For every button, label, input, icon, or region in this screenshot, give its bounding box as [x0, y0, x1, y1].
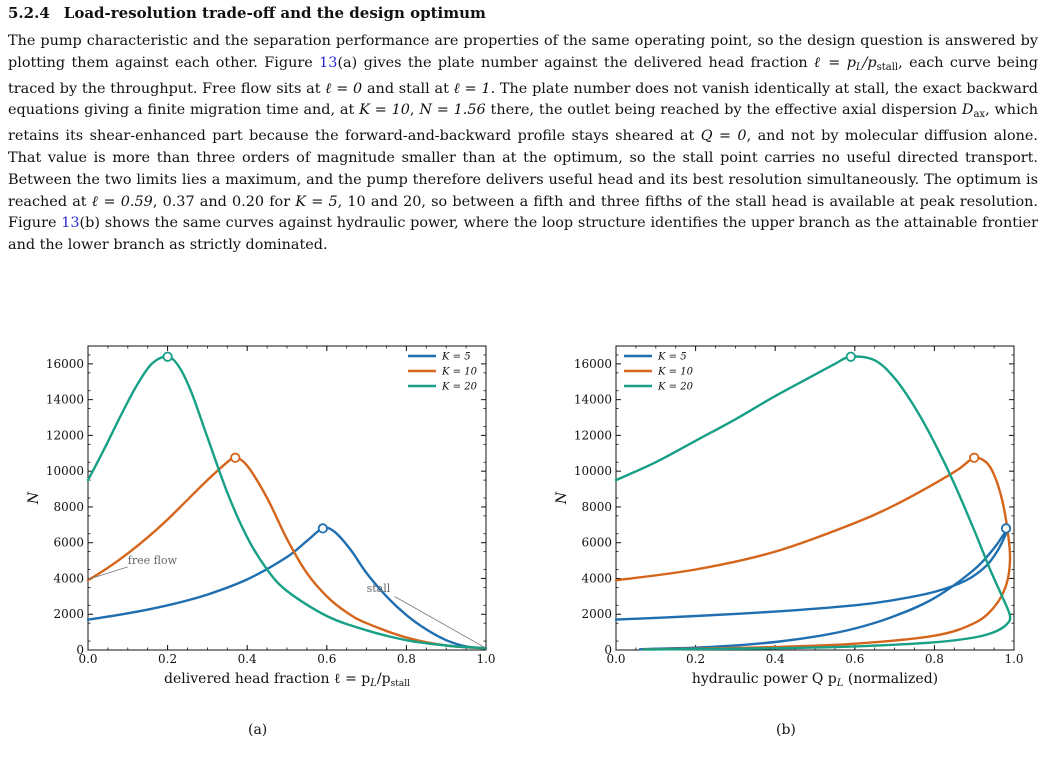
legend: K = 5 K = 10 K = 20	[624, 352, 694, 393]
math-dax: Dax	[961, 102, 986, 121]
x-tick-label: 0.4	[766, 652, 785, 666]
x-tick-label: 0.2	[158, 652, 177, 666]
free-flow-arrow	[87, 566, 128, 580]
x-tick-label: 0.0	[606, 652, 625, 666]
x-tick-label: 1.0	[476, 652, 495, 666]
section-heading: 5.2.4 Load-resolution trade-off and the d…	[8, 4, 486, 22]
legend-label: K = 10	[441, 367, 478, 378]
y-tick-label: 10000	[574, 464, 612, 478]
math-stall: ℓ = 1	[453, 80, 491, 97]
stall-annotation: stall	[367, 582, 391, 595]
series-line-k10	[86, 456, 488, 650]
math-k: K = 5	[295, 193, 338, 210]
math-opt: ℓ = 0.59	[91, 193, 153, 210]
x-tick-label: 1.0	[1004, 652, 1023, 666]
free-flow-annotation: free flow	[128, 554, 178, 567]
y-tick-label: 2000	[581, 607, 612, 621]
chart-a-svg: 0.0 0.2 0.4 0.6 0.8 1.0 0 2000 4000 6000 8000 10000…	[26, 345, 496, 689]
figure-reference-link[interactable]: 13	[319, 54, 338, 71]
legend-label: K = 5	[657, 352, 687, 363]
text-run: , which retains its shear-enhanced part …	[8, 102, 1039, 145]
text-run: , 10 and 20, so between a fifth and thre…	[8, 193, 1038, 232]
math-ell: ℓ = pL/pstall	[814, 54, 899, 73]
y-tick-label: 14000	[46, 393, 84, 407]
stall-arrow	[394, 596, 487, 649]
legend-label: K = 5	[441, 352, 471, 363]
legend-label: K = 10	[657, 367, 694, 378]
series-line-k5	[86, 526, 488, 650]
text-run: , 0.37 and 0.20 for	[152, 193, 296, 210]
x-axis-label: delivered head fraction ℓ = pL/pstall	[164, 671, 410, 689]
y-tick-label: 16000	[46, 357, 84, 371]
series-line-k5	[614, 527, 1010, 651]
text-run: (a) gives the plate number against the d…	[337, 54, 815, 71]
y-tick-label: 14000	[574, 393, 612, 407]
y-tick-label: 6000	[581, 536, 612, 550]
series-line-k20	[614, 355, 1012, 651]
body-paragraph: The pump characteristic and the separati…	[8, 31, 1038, 257]
series-group	[86, 355, 488, 650]
y-tick-label: 4000	[53, 571, 84, 585]
text-run: and stall at	[362, 80, 454, 97]
figure-reference-link[interactable]: 13	[61, 215, 80, 232]
y-tick-label: 16000	[574, 357, 612, 371]
text-run: there, the outlet being reached by the e…	[485, 102, 962, 119]
x-tick-label: 0.8	[397, 652, 416, 666]
y-tick-label: 10000	[46, 464, 84, 478]
series-line-k10	[614, 456, 1012, 651]
figure-panel-b: 0.0 0.2 0.4 0.6 0.8 1.0 0 2000 4000 6000 8000 10000…	[548, 334, 1028, 698]
x-tick-label: 0.4	[238, 652, 257, 666]
y-tick-label: 2000	[53, 607, 84, 621]
section-title: Load-resolution trade-off and the design…	[63, 4, 486, 22]
x-tick-label: 0.6	[317, 652, 336, 666]
optimum-marker-k10	[230, 452, 241, 463]
x-tick-label: 0.0	[78, 652, 97, 666]
legend-label: K = 20	[657, 382, 694, 393]
text-run: The pump characteristic and the separati…	[8, 33, 1038, 71]
text-run: (b) shows the same curves against hydrau…	[8, 215, 1038, 254]
legend-label: K = 20	[441, 382, 478, 393]
math-n: N = 1.56	[419, 102, 486, 119]
y-axis-label: N	[26, 491, 42, 505]
section-number: 5.2.4	[8, 4, 50, 22]
optimum-marker-k10	[969, 452, 980, 463]
math-k10: K = 10	[359, 102, 410, 119]
series-group	[614, 355, 1012, 651]
chart-b-svg: 0.0 0.2 0.4 0.6 0.8 1.0 0 2000 4000 6000 8000 10000…	[554, 345, 1024, 689]
y-tick-label: 12000	[46, 428, 84, 442]
figure-panel-a: 0.0 0.2 0.4 0.6 0.8 1.0 0 2000 4000 6000 8000 10000…	[20, 334, 500, 698]
caption-b: (b)	[776, 722, 796, 738]
y-tick-label: 0	[76, 643, 84, 657]
math-free: ℓ = 0	[325, 80, 363, 97]
text-run: , and not by molecular diffusion alone. …	[8, 128, 1038, 210]
x-axis-label: hydraulic power Q pL (normalized)	[692, 671, 938, 689]
caption-a: (a)	[248, 722, 268, 738]
x-tick-label: 0.6	[845, 652, 864, 666]
optimum-marker-k5	[317, 523, 328, 534]
text-run: ,	[409, 102, 420, 119]
y-tick-label: 8000	[53, 500, 84, 514]
y-tick-label: 4000	[581, 571, 612, 585]
optimum-marker-k20	[162, 351, 173, 362]
x-tick-label: 0.8	[925, 652, 944, 666]
optimum-marker-k20	[845, 351, 856, 362]
math-q0: Q = 0	[700, 128, 747, 145]
y-tick-label: 0	[604, 643, 612, 657]
text-run: . The plate number does not vanish ident…	[8, 80, 1038, 119]
y-tick-label: 6000	[53, 536, 84, 550]
x-tick-label: 0.2	[686, 652, 705, 666]
plot-frame	[87, 345, 487, 651]
y-axis-label: N	[554, 491, 570, 505]
y-tick-label: 12000	[574, 428, 612, 442]
series-line-k20	[86, 355, 488, 650]
y-tick-label: 8000	[581, 500, 612, 514]
optimum-marker-k5	[1000, 523, 1012, 534]
text-run: , each curve being traced by the through…	[8, 54, 1038, 97]
legend: K = 5 K = 10 K = 20	[408, 352, 478, 393]
